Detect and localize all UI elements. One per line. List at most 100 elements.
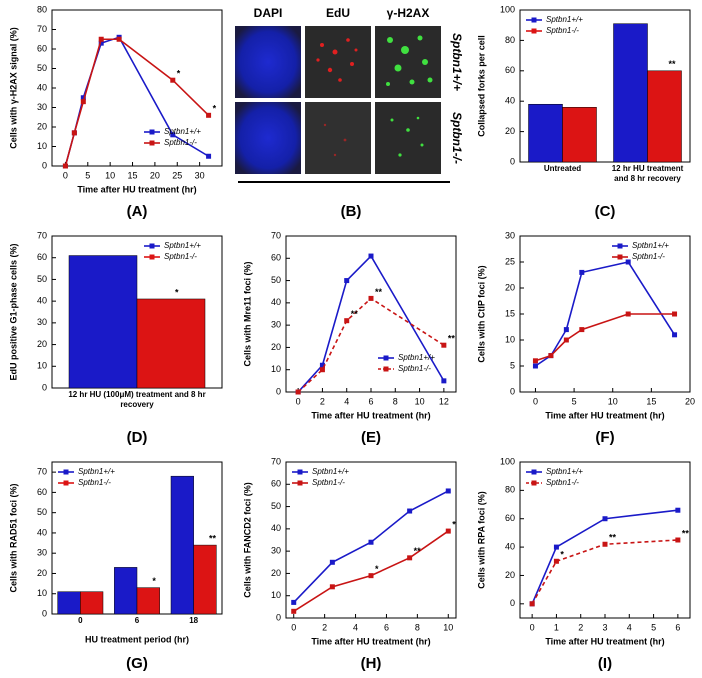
- legend-swatch: [383, 366, 389, 372]
- x-tick-label: 5: [85, 170, 90, 180]
- x-tick-label: 0: [78, 616, 83, 625]
- image: [375, 102, 441, 174]
- y-axis-title: Collapsed forks per cell: [476, 35, 486, 137]
- x-tick-label: 3: [602, 622, 607, 632]
- x-tick-label: 15: [646, 396, 656, 406]
- x-tick-label: 10: [443, 622, 453, 632]
- x-tick-label: 10: [105, 170, 115, 180]
- data-point: [295, 389, 301, 395]
- data-point: [291, 608, 297, 614]
- data-point: [672, 311, 678, 317]
- bar: [80, 591, 104, 615]
- y-tick-label: 30: [37, 102, 47, 112]
- data-point: [80, 95, 86, 101]
- y-axis-title: Cells with Mre11 foci (%): [242, 261, 252, 366]
- data-point: [675, 537, 681, 543]
- significance-mark: **: [414, 546, 422, 556]
- data-point: [553, 544, 559, 550]
- y-axis-title: Cells with RAD51 foci (%): [8, 483, 18, 592]
- y-tick-label: 100: [500, 456, 515, 466]
- bar: [193, 544, 217, 615]
- data-point: [329, 584, 335, 590]
- y-tick-label: 10: [37, 141, 47, 151]
- y-tick-label: 80: [505, 35, 515, 45]
- y-axis-title: Cells with γ-H2AX signal (%): [8, 27, 18, 149]
- panel: 0 10 20 30 40 50 60 70 EdU positive G1-phase cel…: [8, 230, 223, 446]
- x-tick-label: 2: [322, 622, 327, 632]
- series-line: [531, 539, 678, 605]
- legend-label: Sptbn1-/-: [546, 26, 579, 35]
- y-tick-label: 60: [271, 253, 281, 263]
- x-tick-label: 0: [63, 170, 68, 180]
- y-tick-label: 40: [505, 96, 515, 106]
- y-tick-label: 20: [37, 339, 47, 349]
- legend-swatch: [149, 129, 155, 135]
- bar: [136, 587, 160, 615]
- legend-label: Sptbn1-/-: [398, 364, 431, 373]
- legend-label: Sptbn1-/-: [632, 252, 665, 261]
- column-label: EdU: [326, 6, 350, 20]
- data-point: [602, 541, 608, 547]
- legend-swatch: [63, 480, 69, 486]
- data-point: [675, 507, 681, 513]
- data-point: [319, 367, 325, 373]
- bar: [562, 107, 597, 163]
- legend-label: Sptbn1+/+: [312, 467, 349, 476]
- y-tick-label: 80: [505, 485, 515, 495]
- y-tick-label: 10: [271, 590, 281, 600]
- y-tick-label: 70: [271, 230, 281, 240]
- legend-swatch: [149, 254, 155, 260]
- y-tick-label: 40: [37, 296, 47, 306]
- significance-mark: *: [213, 104, 217, 114]
- data-point: [170, 132, 176, 138]
- data-point: [98, 36, 104, 42]
- x-tick-label: 6: [384, 622, 389, 632]
- significance-mark: *: [560, 550, 564, 560]
- y-tick-label: 0: [42, 160, 47, 170]
- bar: [528, 103, 563, 163]
- y-tick-label: 70: [271, 456, 281, 466]
- x-tick-label: 15: [128, 170, 138, 180]
- column-label: DAPI: [254, 6, 283, 20]
- panel: 0 20 40 60 80 100 Collapsed forks per cell Untr…: [476, 4, 691, 220]
- panel: 0 5 10 15 20 25 30 Cells with CtIP foci (%) 0 5 10…: [476, 230, 695, 446]
- legend-swatch: [149, 140, 155, 146]
- data-point: [329, 559, 335, 565]
- significance-mark: **: [351, 309, 359, 319]
- x-tick-label: 5: [651, 622, 656, 632]
- x-tick-label: 8: [393, 396, 398, 406]
- data-point: [368, 253, 374, 259]
- data-point: [206, 153, 212, 159]
- panel-b: DAPI EdU γ-H2AX Sptbn1+/+ Sptbn1-/- (B): [235, 6, 464, 220]
- bar: [68, 255, 138, 389]
- data-point: [579, 269, 585, 275]
- y-tick-label: 40: [271, 523, 281, 533]
- y-tick-label: 20: [271, 568, 281, 578]
- x-axis-title: Time after HU treatment (hr): [545, 636, 664, 646]
- legend-label: Sptbn1+/+: [164, 241, 201, 250]
- y-tick-label: 0: [510, 386, 515, 396]
- foci: [316, 38, 358, 157]
- y-tick-label: 0: [510, 598, 515, 608]
- legend-label: Sptbn1+/+: [632, 241, 669, 250]
- y-tick-label: 30: [505, 230, 515, 240]
- y-tick-label: 50: [37, 274, 47, 284]
- x-tick-label: 12 hr HU (100μM) treatment and 8 hr reco…: [68, 390, 206, 409]
- y-tick-label: 70: [37, 467, 47, 477]
- data-point: [170, 77, 176, 83]
- x-tick-label: 18: [189, 616, 199, 625]
- y-tick-label: 0: [42, 382, 47, 392]
- x-axis-title: Time after HU treatment (hr): [311, 636, 430, 646]
- data-point: [532, 358, 538, 364]
- data-point: [532, 363, 538, 369]
- legend-swatch: [617, 243, 623, 249]
- data-point: [62, 163, 68, 169]
- panel-label: (G): [126, 655, 148, 672]
- y-tick-label: 20: [37, 568, 47, 578]
- series-line: [535, 313, 675, 362]
- plot-frame: [285, 461, 457, 619]
- legend-swatch: [617, 254, 623, 260]
- bar: [170, 475, 194, 615]
- x-tick-label: 2: [320, 396, 325, 406]
- data-point: [672, 332, 678, 338]
